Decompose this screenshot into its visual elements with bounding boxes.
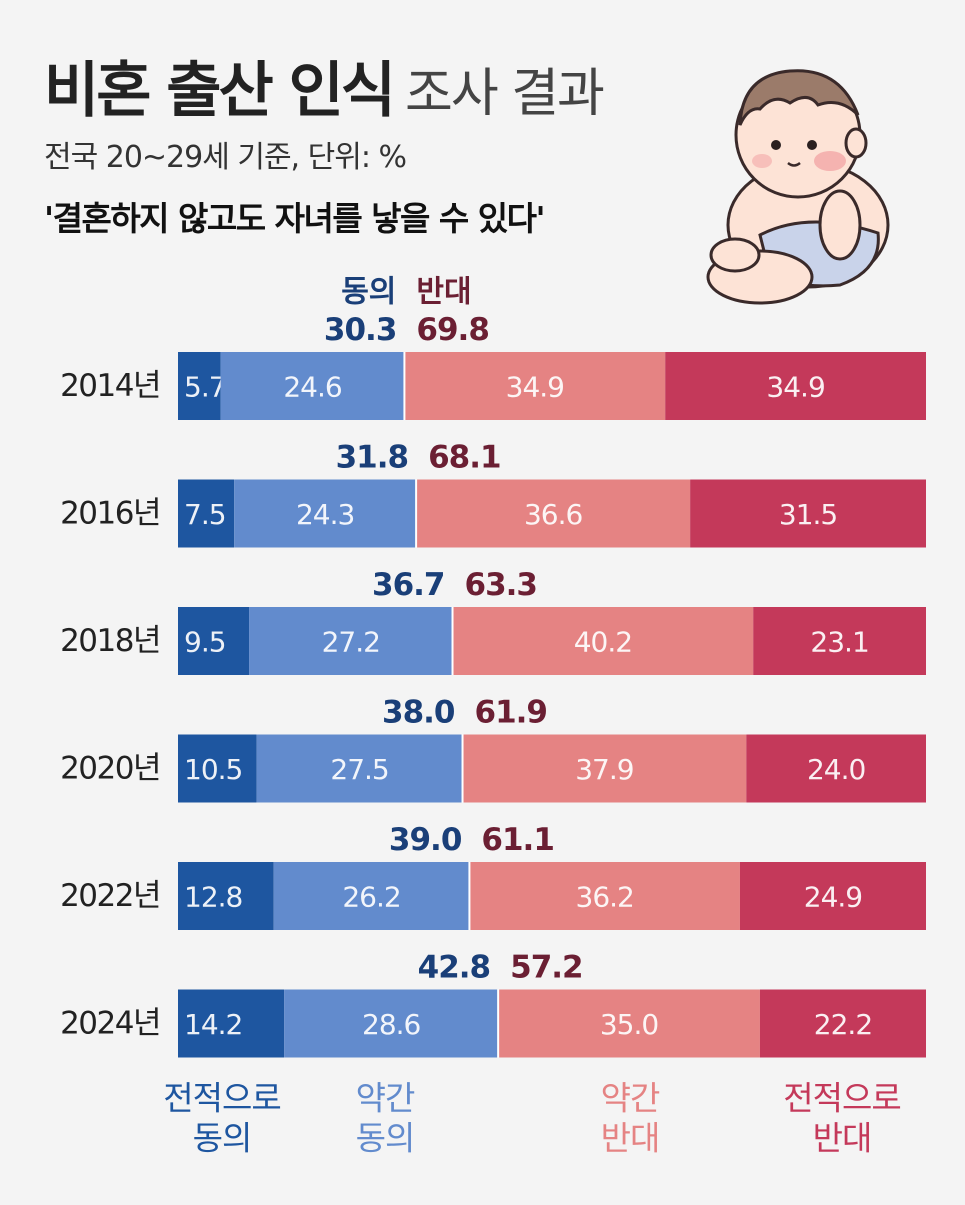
bar-segment xyxy=(469,862,740,930)
bar-segment xyxy=(273,862,470,930)
legend-label: 동의 xyxy=(193,1119,252,1158)
bar-segment xyxy=(404,352,666,420)
page-title: 비혼 출산 인식 조사 결과 xyxy=(44,42,605,129)
agree-total-label: 42.8 xyxy=(418,950,491,986)
disagree-total-label: 61.9 xyxy=(475,695,548,731)
segment-value-label: 37.9 xyxy=(575,753,633,786)
bar-segment xyxy=(462,734,747,803)
bar-segment xyxy=(178,352,221,420)
bar-segment xyxy=(256,734,463,803)
legend-label: 반대 xyxy=(813,1119,872,1158)
bar-segment xyxy=(759,989,926,1058)
bar-segment xyxy=(739,862,926,930)
segment-value-label: 34.9 xyxy=(506,371,564,404)
legend-label: 약간 xyxy=(356,1079,415,1118)
baby-illustration xyxy=(706,69,890,305)
bar-segment xyxy=(498,989,760,1058)
segment-value-label: 40.2 xyxy=(574,626,632,659)
bar-segment xyxy=(178,607,250,675)
agree-total-label: 31.8 xyxy=(336,440,409,476)
agree-total-label: 38.0 xyxy=(382,695,455,731)
bar-segment xyxy=(690,479,926,548)
segment-value-label: 24.9 xyxy=(804,881,862,914)
agree-header-label: 동의 xyxy=(341,275,396,310)
disagree-total-label: 69.8 xyxy=(416,312,489,348)
agree-total-label: 39.0 xyxy=(389,822,462,858)
disagree-total-label: 57.2 xyxy=(510,950,583,986)
disagree-total-label: 68.1 xyxy=(428,440,501,476)
disagree-header-label: 반대 xyxy=(416,275,471,310)
bar-segment xyxy=(178,734,257,803)
bar-segment xyxy=(753,607,926,675)
year-label: 2022년 xyxy=(60,878,160,914)
legend-label: 반대 xyxy=(601,1119,660,1158)
segment-value-label: 22.2 xyxy=(814,1008,872,1041)
segment-value-label: 36.6 xyxy=(524,498,583,531)
year-label: 2024년 xyxy=(60,1006,160,1042)
segment-value-label: 5.7 xyxy=(184,371,226,404)
segment-value-label: 23.1 xyxy=(810,626,868,659)
bar-segment xyxy=(220,352,405,420)
bar-segment xyxy=(249,607,453,675)
bar-segment xyxy=(746,734,926,803)
bar-segment xyxy=(178,989,285,1058)
legend-label: 전적으로 xyxy=(783,1079,900,1118)
bar-segment xyxy=(452,607,754,675)
survey-question: '결혼하지 않고도 자녀를 낳을 수 있다' xyxy=(44,199,546,238)
bar-segment xyxy=(284,989,499,1058)
disagree-total-label: 61.1 xyxy=(481,822,554,858)
segment-value-label: 36.2 xyxy=(576,881,634,914)
segment-value-label: 27.5 xyxy=(330,753,388,786)
bar-segment xyxy=(416,479,691,548)
year-label: 2018년 xyxy=(60,623,160,659)
segment-value-label: 9.5 xyxy=(184,626,226,659)
title-main: 비혼 출산 인식 xyxy=(44,56,396,126)
segment-value-label: 27.2 xyxy=(322,626,380,659)
segment-value-label: 12.8 xyxy=(184,881,242,914)
segment-value-label: 24.3 xyxy=(296,498,354,531)
bar-segment xyxy=(178,862,274,930)
segment-value-label: 24.0 xyxy=(807,753,865,786)
legend-label: 약간 xyxy=(601,1079,660,1118)
segment-value-label: 28.6 xyxy=(362,1008,421,1041)
bar-segment xyxy=(234,479,417,548)
legend-label: 전적으로 xyxy=(163,1079,280,1118)
segment-value-label: 14.2 xyxy=(184,1008,242,1041)
subtitle: 전국 20~29세 기준, 단위: % xyxy=(44,140,407,175)
bar-segment xyxy=(178,479,235,548)
bar-segment xyxy=(665,352,926,420)
segment-value-label: 10.5 xyxy=(184,753,242,786)
segment-value-label: 31.5 xyxy=(779,498,837,531)
segment-value-label: 35.0 xyxy=(600,1008,658,1041)
disagree-total-label: 63.3 xyxy=(465,567,538,603)
year-label: 2014년 xyxy=(60,368,160,404)
segment-value-label: 26.2 xyxy=(342,881,400,914)
agree-total-label: 30.3 xyxy=(324,312,397,348)
segment-value-label: 24.6 xyxy=(283,371,342,404)
year-label: 2016년 xyxy=(60,496,160,532)
agree-total-label: 36.7 xyxy=(372,567,445,603)
legend-label: 동의 xyxy=(356,1119,415,1158)
title-secondary: 조사 결과 xyxy=(404,64,605,124)
segment-value-label: 7.5 xyxy=(184,498,226,531)
segment-value-label: 34.9 xyxy=(766,371,824,404)
year-label: 2020년 xyxy=(60,751,160,787)
